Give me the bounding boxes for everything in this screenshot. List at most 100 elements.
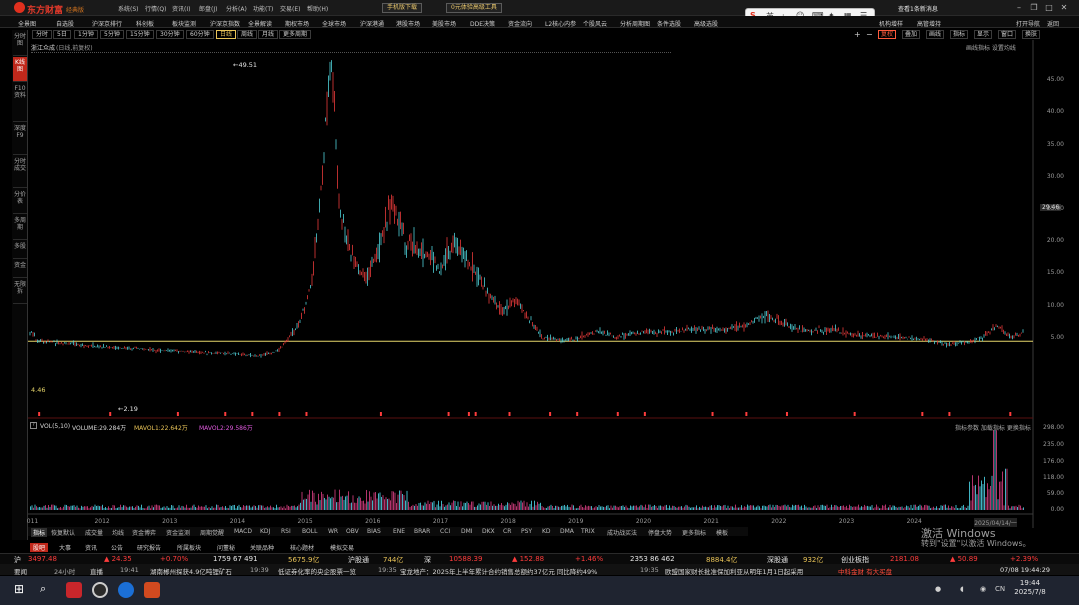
ime-tools-icon[interactable]: ▦ [844, 11, 852, 20]
indicator-16[interactable]: CCI [440, 528, 451, 535]
nav-item[interactable]: 沪深港通 [360, 21, 385, 28]
ime-indicator[interactable]: CN [995, 585, 1006, 593]
indicator-17[interactable]: DMI [461, 528, 473, 535]
left-tab-5[interactable]: 分价表 [13, 189, 27, 214]
nav-item[interactable]: 自选股 [56, 21, 75, 28]
menu-item[interactable]: 帮助(H) [307, 6, 329, 13]
nav-item[interactable]: 分析周期图 [620, 21, 651, 28]
ime-keyboard-icon[interactable]: ⌨ [812, 11, 824, 20]
close-icon[interactable]: ✕ [1060, 3, 1068, 12]
ime-more-icon[interactable]: ☰ [860, 11, 867, 20]
network-icon[interactable]: ◉ [980, 585, 987, 593]
chart-settings-links[interactable]: 画线指标 设置均线 [966, 45, 1016, 52]
app-k-icon[interactable] [118, 582, 134, 598]
bottom-tab-5[interactable]: 所属板块 [177, 545, 202, 552]
indicator-27[interactable]: 模板 [716, 530, 729, 537]
tool-2[interactable]: 画线 [926, 30, 945, 39]
period-3[interactable]: 5分钟 [100, 30, 124, 39]
nav-item[interactable]: 港股市场 [396, 21, 421, 28]
indicator-23[interactable]: TRIX [581, 528, 595, 535]
browser-icon[interactable] [92, 582, 108, 598]
sz-index-value[interactable]: 10588.39 [449, 555, 483, 563]
period-4[interactable]: 15分钟 [126, 30, 154, 39]
left-tab-6[interactable]: 多周期 [13, 215, 27, 240]
left-tab-2[interactable]: F10资料 [13, 83, 27, 122]
indicator-13[interactable]: BIAS [367, 528, 381, 535]
nav-item[interactable]: L2核心内参 [545, 21, 577, 28]
nav-item[interactable]: 高级选股 [694, 21, 719, 28]
menu-item[interactable]: 郎盘(J) [199, 6, 218, 13]
nav-item[interactable]: 打开导航 [1016, 21, 1041, 28]
bottom-tab-6[interactable]: 问董秘 [217, 545, 236, 552]
indicator-22[interactable]: DMA [560, 528, 574, 535]
nav-item[interactable]: 期权市场 [285, 21, 310, 28]
cyb-index-value[interactable]: 2181.08 [890, 555, 919, 563]
menu-item[interactable]: 行情(Q) [145, 6, 167, 13]
period-8[interactable]: 周线 [237, 30, 258, 39]
nav-item[interactable]: 条件选股 [657, 21, 682, 28]
bottom-tab-3[interactable]: 公告 [111, 545, 124, 552]
nav-item[interactable]: 科创板 [136, 21, 155, 28]
period-6[interactable]: 60分钟 [186, 30, 214, 39]
menu-item[interactable]: 资讯(I) [172, 6, 191, 13]
bottom-tab-4[interactable]: 研究报告 [137, 545, 162, 552]
news-item[interactable]: 宝龙地产：2025年上半年累计合约销售总额约37亿元 同比降约49% [400, 568, 598, 576]
indicator-2[interactable]: 成交量 [85, 530, 104, 537]
nav-item[interactable]: 高管增持 [917, 21, 942, 28]
restore-icon[interactable]: ❐ [1030, 3, 1038, 12]
period-2[interactable]: 1分钟 [74, 30, 98, 39]
left-tab-1[interactable]: K线图 [13, 57, 27, 82]
period-10[interactable]: 更多周期 [279, 30, 312, 39]
nav-item[interactable]: 机构增样 [879, 21, 904, 28]
bottom-tab-1[interactable]: 大事 [59, 545, 72, 552]
menu-item[interactable]: 交易(E) [280, 6, 301, 13]
taskbar-clock[interactable]: 19:44 2025/7/8 [1010, 579, 1050, 597]
indicator-8[interactable]: KDJ [260, 528, 271, 535]
menu-item[interactable]: 功能(T) [253, 6, 274, 13]
zoom-out-icon[interactable]: − [866, 30, 873, 39]
nav-item[interactable]: 沪深京排行 [92, 21, 123, 28]
left-tab-0[interactable]: 分时图 [13, 31, 27, 56]
indicator-19[interactable]: CR [503, 528, 512, 535]
indicator-25[interactable]: 停盘大势 [648, 530, 673, 537]
ime-punct-icon[interactable]: · [782, 11, 785, 20]
nav-item[interactable]: 板块监测 [172, 21, 197, 28]
indicator-14[interactable]: ENE [393, 528, 406, 535]
period-1[interactable]: 5日 [53, 30, 71, 39]
wps-icon[interactable] [66, 582, 82, 598]
news-item[interactable]: 欧盟国家财长批准保加利亚从明年1月1日起采用 [665, 568, 804, 576]
indicator-21[interactable]: KD [542, 528, 551, 535]
ime-skin-icon[interactable]: ✦ [828, 11, 835, 20]
left-tab-7[interactable]: 多股 [13, 241, 27, 259]
tool-4[interactable]: 显示 [974, 30, 993, 39]
messages-link[interactable]: 查看1条新消息 [898, 6, 938, 13]
minimize-icon[interactable]: – [1017, 3, 1021, 12]
nav-item[interactable]: 返回 [1047, 21, 1060, 28]
volume-settings-links[interactable]: 指标参数 加载指标 更换指标 [955, 425, 1031, 432]
tool-3[interactable]: 指标 [950, 30, 969, 39]
eastmoney-taskbar-icon[interactable] [144, 582, 160, 598]
period-9[interactable]: 月线 [258, 30, 279, 39]
news-item[interactable]: 要闻 [14, 568, 27, 576]
nav-item[interactable]: 资金流向 [508, 21, 533, 28]
left-tab-4[interactable]: 分时成交 [13, 156, 27, 188]
period-7[interactable]: 日线 [216, 30, 237, 39]
indicator-18[interactable]: DKX [482, 528, 495, 535]
tool-0[interactable]: 复权 [878, 30, 897, 39]
sh-index-value[interactable]: 3497.48 [28, 555, 57, 563]
zoom-in-icon[interactable]: + [854, 30, 861, 39]
mobile-download-button[interactable]: 手机版下载 [382, 3, 423, 13]
bottom-tab-7[interactable]: 关联品种 [250, 545, 275, 552]
nav-item[interactable]: 全球市场 [322, 21, 347, 28]
tool-1[interactable]: 叠加 [902, 30, 921, 39]
volume-icon[interactable]: ◖ [960, 585, 964, 593]
indicator-15[interactable]: BRAR [414, 528, 431, 535]
expand-icon[interactable]: ? [30, 422, 37, 429]
indicator-5[interactable]: 资金监测 [166, 530, 191, 537]
news-alert[interactable]: 中科金财 有大买盘 [838, 568, 893, 576]
indicator-4[interactable]: 资金博弈 [132, 530, 157, 537]
left-tab-8[interactable]: 资金 [13, 260, 27, 278]
indicator-12[interactable]: OBV [346, 528, 359, 535]
left-tab-9[interactable]: 无限拆 [13, 279, 27, 304]
bottom-tab-0[interactable]: 股吧 [30, 543, 49, 552]
